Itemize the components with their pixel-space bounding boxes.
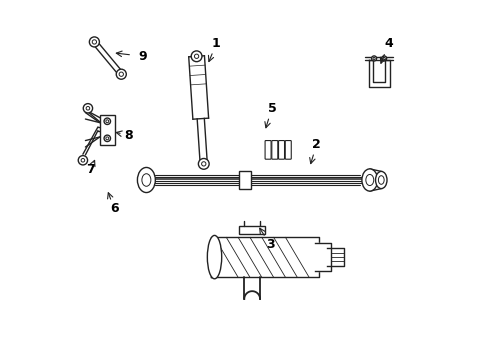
Ellipse shape (366, 175, 374, 185)
FancyBboxPatch shape (239, 171, 251, 189)
Circle shape (201, 162, 206, 166)
Polygon shape (189, 56, 209, 119)
Polygon shape (327, 248, 343, 266)
Circle shape (78, 156, 88, 165)
Ellipse shape (375, 171, 387, 189)
Ellipse shape (142, 174, 151, 186)
Circle shape (198, 158, 209, 169)
Circle shape (106, 120, 109, 123)
Circle shape (191, 51, 202, 62)
Text: 7: 7 (86, 163, 95, 176)
Circle shape (104, 135, 111, 141)
Circle shape (195, 54, 199, 58)
Circle shape (104, 118, 111, 125)
Circle shape (89, 37, 99, 47)
Circle shape (371, 56, 377, 61)
Text: 8: 8 (124, 129, 133, 142)
Text: 5: 5 (268, 102, 276, 115)
FancyBboxPatch shape (285, 140, 291, 159)
Polygon shape (211, 237, 318, 277)
Text: 4: 4 (384, 37, 393, 50)
Text: 2: 2 (312, 138, 321, 150)
FancyBboxPatch shape (100, 114, 115, 145)
Ellipse shape (137, 167, 155, 193)
Ellipse shape (207, 235, 221, 279)
Circle shape (106, 137, 109, 140)
Ellipse shape (362, 169, 378, 191)
Text: 1: 1 (212, 37, 220, 50)
Polygon shape (315, 243, 331, 271)
Circle shape (92, 40, 97, 44)
Circle shape (116, 69, 126, 79)
Circle shape (81, 158, 85, 162)
FancyBboxPatch shape (265, 140, 271, 159)
FancyBboxPatch shape (239, 226, 266, 234)
Ellipse shape (378, 176, 384, 184)
Circle shape (373, 57, 375, 59)
Circle shape (86, 107, 90, 110)
FancyBboxPatch shape (278, 140, 285, 159)
Polygon shape (197, 118, 207, 164)
Text: 6: 6 (110, 202, 119, 215)
Circle shape (383, 57, 385, 59)
Polygon shape (368, 60, 390, 87)
Circle shape (382, 56, 387, 61)
Circle shape (119, 72, 123, 76)
FancyBboxPatch shape (272, 140, 278, 159)
Text: 3: 3 (266, 238, 274, 251)
Circle shape (83, 104, 93, 113)
Text: 9: 9 (139, 50, 147, 63)
